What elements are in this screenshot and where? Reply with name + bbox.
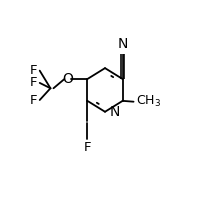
Text: F: F [29,64,37,77]
Text: F: F [29,94,37,107]
Text: O: O [63,72,73,86]
Text: N: N [118,37,128,51]
Text: F: F [29,76,37,89]
Text: CH$_3$: CH$_3$ [136,94,161,109]
Text: N: N [110,105,120,119]
Text: F: F [84,141,91,154]
